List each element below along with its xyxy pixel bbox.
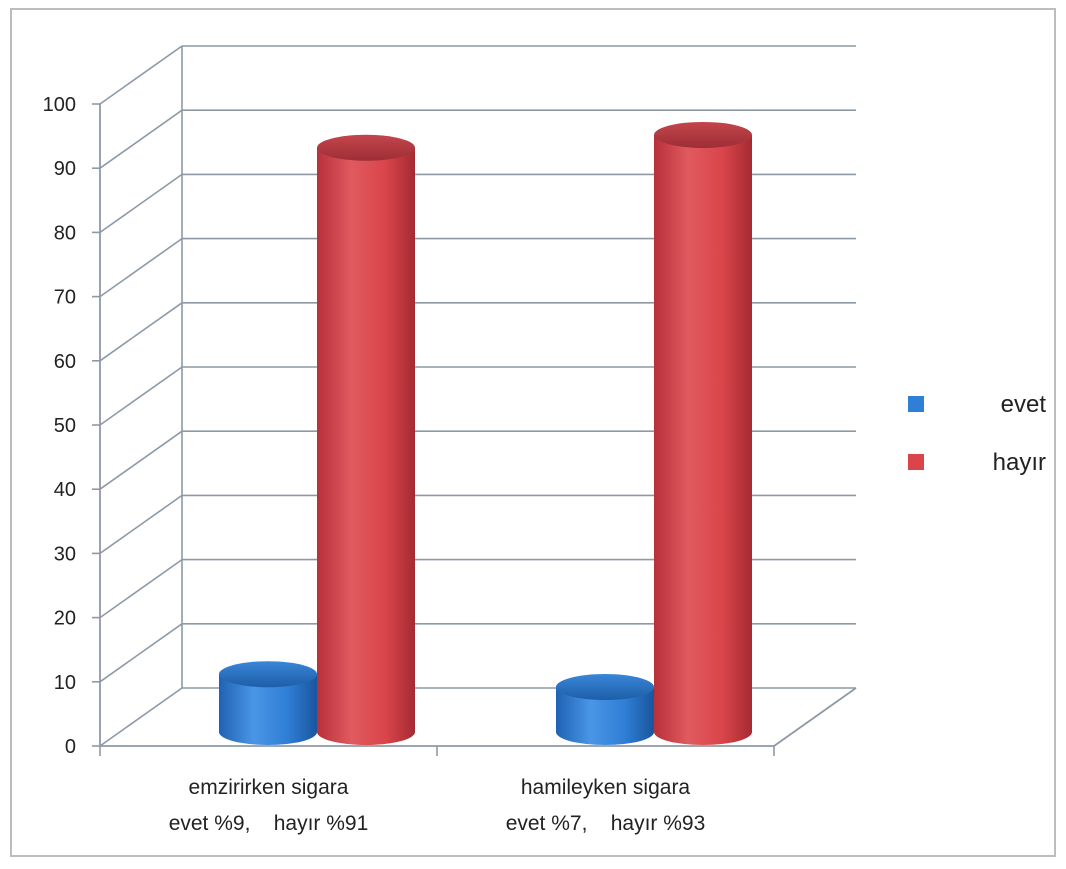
x-category-label: evet %9, hayır %91 — [169, 812, 369, 835]
floor-edge — [773, 687, 857, 747]
x-category-label: emzirirken sigara — [189, 776, 349, 799]
bar-body — [219, 674, 317, 745]
y-tick-label: 30 — [54, 543, 76, 565]
y-tick-label: 70 — [54, 287, 76, 309]
bar-evet-1 — [556, 674, 654, 745]
legend-label-hayır: hayır — [993, 449, 1046, 476]
bar-hayır-1 — [654, 121, 752, 745]
y-tick-label: 90 — [54, 158, 76, 180]
legend: evet hayır — [908, 391, 1046, 476]
bar-evet-0 — [219, 661, 317, 745]
y-tick-label: 100 — [43, 94, 76, 116]
gridline-side — [99, 558, 183, 619]
gridline-side — [99, 302, 183, 362]
axes — [92, 103, 857, 756]
legend-swatch-hayır — [908, 454, 924, 470]
chart-frame: 0 10 20 30 40 50 60 70 80 90 100 emzirirken sigara e… — [10, 8, 1056, 857]
bar-chart-3d: 0 10 20 30 40 50 60 70 80 90 100 emzirirken sigara e… — [43, 45, 1046, 835]
x-category-label: evet %7, hayır %93 — [506, 812, 706, 835]
bar-hayır-0 — [317, 134, 415, 745]
bar-body — [317, 147, 415, 745]
bar-top — [219, 661, 317, 688]
bar-body — [654, 134, 752, 745]
gridline-side — [99, 687, 183, 747]
gridline-side — [99, 623, 183, 683]
gridline-side — [99, 430, 183, 490]
axis-labels: 0 10 20 30 40 50 60 70 80 90 100 emzirirken sigara e… — [43, 94, 706, 835]
gridline-side — [99, 366, 183, 426]
gridline-side — [99, 45, 183, 105]
y-tick-label: 60 — [54, 351, 76, 373]
y-tick-label: 50 — [54, 415, 76, 437]
legend-swatch-evet — [908, 396, 924, 412]
gridline-side — [99, 109, 183, 169]
bar-body — [556, 687, 654, 745]
gridline-side — [99, 494, 183, 555]
bar-top — [317, 134, 415, 161]
y-tick-label: 80 — [54, 222, 76, 244]
bar-top — [556, 674, 654, 701]
y-tick-label: 0 — [65, 736, 76, 758]
x-category-label: hamileyken sigara — [521, 776, 691, 799]
y-tick-label: 10 — [54, 672, 76, 694]
bars — [219, 121, 752, 745]
legend-label-evet: evet — [1001, 391, 1047, 418]
y-tick-label: 20 — [54, 608, 76, 630]
bar-top — [654, 121, 752, 148]
y-tick-label: 40 — [54, 479, 76, 501]
gridline-side — [99, 173, 183, 234]
gridline-side — [99, 237, 183, 298]
